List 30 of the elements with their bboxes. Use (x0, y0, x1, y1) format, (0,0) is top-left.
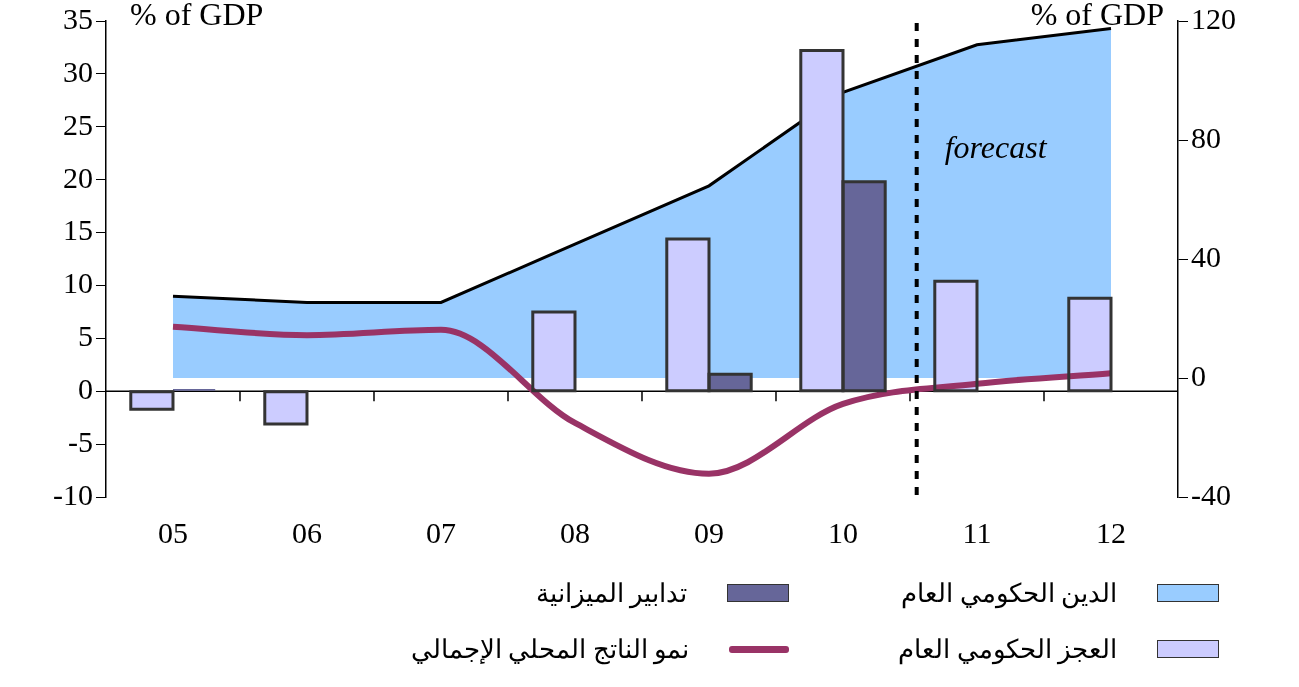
y2-tick-label: 40 (1191, 239, 1221, 273)
y-tick-label: 35 (62, 1, 93, 35)
x-tick-label: 10 (828, 515, 858, 549)
y-tick-label: 25 (62, 107, 93, 141)
y2-tick-label: 120 (1191, 1, 1236, 35)
y2-tick-label: 0 (1191, 358, 1206, 392)
x-tick-label: 09 (694, 515, 724, 549)
x-tick-label: 06 (291, 515, 322, 549)
legend-label: الدين الحكومي العام (901, 577, 1117, 609)
x-tick-label: 11 (962, 515, 992, 549)
y2-tick-label: -40 (1191, 477, 1231, 511)
x-tick-label: 08 (559, 515, 590, 549)
legend-label: تدابير الميزانية (535, 577, 687, 609)
legend-label: نمو الناتج المحلي الإجمالي (410, 633, 689, 665)
legend-label: العجز الحكومي العام (898, 633, 1117, 665)
y-tick-label: -10 (52, 477, 93, 511)
y2-axis-title: % of GDP (1030, 0, 1164, 33)
y-axis-title: % of GDP (129, 0, 264, 33)
ref-line-label: forecast (944, 128, 1048, 165)
y-tick-label: 0 (77, 372, 93, 406)
y-tick-label: 5 (77, 319, 93, 353)
y-tick-label: 30 (62, 54, 93, 88)
x-tick-label: 05 (157, 515, 188, 549)
y-tick-label: 10 (62, 266, 93, 300)
x-tick-label: 07 (425, 515, 456, 549)
y-tick-label: 20 (62, 160, 93, 194)
y2-tick-label: 80 (1191, 120, 1221, 154)
y-tick-label: -5 (67, 424, 93, 458)
x-tick-label: 12 (1096, 515, 1126, 549)
y-tick-label: 15 (62, 213, 93, 247)
